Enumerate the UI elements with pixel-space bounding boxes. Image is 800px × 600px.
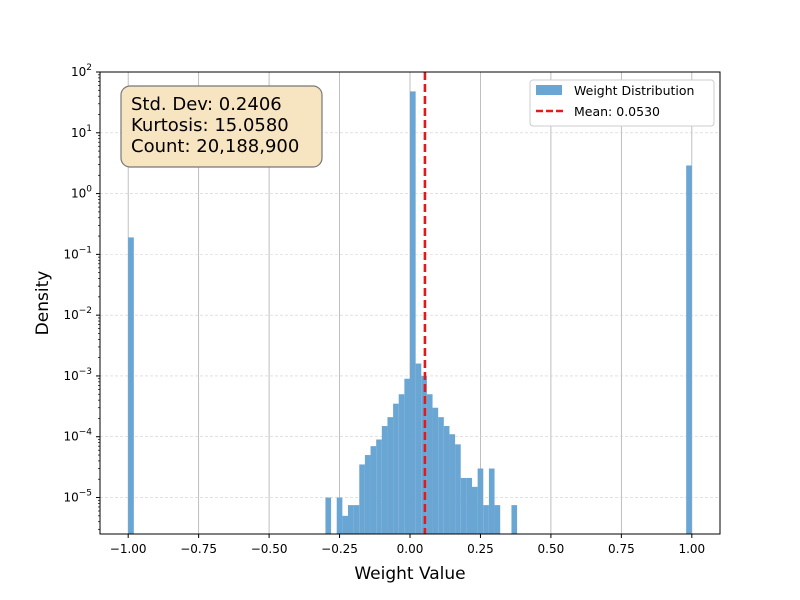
histogram-bar-33 bbox=[494, 505, 501, 534]
histogram-bar-23 bbox=[438, 417, 444, 534]
x-axis-title: Weight Value bbox=[354, 564, 465, 584]
x-axis-ticks: −1.00 −0.75 −0.50 −0.25 0.00 0.25 0.50 0.75 1.00 bbox=[110, 534, 705, 556]
x-tick-label-7: 0.75 bbox=[608, 542, 635, 556]
stats-box: Std. Dev: 0.2406 Kurtosis: 15.0580 Count… bbox=[120, 85, 323, 168]
y-tick-label-1: 101 bbox=[71, 124, 92, 140]
legend: Weight Distribution Mean: 0.0530 bbox=[529, 79, 715, 127]
histogram-bar-5 bbox=[336, 497, 343, 534]
stats-std-dev: Std. Dev: 0.2406 bbox=[131, 94, 282, 115]
histogram-bar-25 bbox=[449, 434, 456, 534]
histogram-bar-6 bbox=[342, 515, 348, 534]
histogram-bar-7 bbox=[348, 505, 354, 534]
y-tick-label-5: 10−3 bbox=[63, 367, 92, 383]
histogram-bar-9 bbox=[359, 464, 365, 534]
histogram-bar-15 bbox=[393, 403, 399, 534]
histogram-bar-32 bbox=[488, 468, 495, 534]
histogram-bar-19 bbox=[415, 363, 422, 534]
histogram-bar-12 bbox=[376, 439, 382, 534]
histogram-bar-34 bbox=[511, 505, 518, 534]
histogram-bar-10 bbox=[364, 455, 371, 534]
histogram-bar-18 bbox=[410, 91, 416, 535]
stats-count: Count: 20,188,900 bbox=[131, 136, 299, 157]
histogram-bar-29 bbox=[472, 486, 478, 534]
y-tick-label-6: 10−4 bbox=[63, 428, 92, 444]
legend-label-weight-distribution: Weight Distribution bbox=[574, 83, 694, 98]
x-tick-label-3: −0.25 bbox=[321, 542, 358, 556]
histogram-bar-28 bbox=[466, 477, 472, 534]
y-tick-label-3: 10−1 bbox=[63, 245, 92, 261]
histogram-bar-8 bbox=[353, 505, 360, 534]
histogram-bar-14 bbox=[387, 417, 394, 534]
histogram-bar-0 bbox=[128, 237, 134, 534]
legend-box bbox=[529, 79, 715, 127]
histogram-bar-30 bbox=[477, 468, 484, 534]
y-tick-label-4: 10−2 bbox=[63, 306, 92, 322]
y-tick-label-7: 10−5 bbox=[63, 489, 92, 505]
histogram-bar-35 bbox=[686, 165, 692, 534]
histogram-bar-24 bbox=[443, 426, 450, 534]
x-tick-label-2: −0.50 bbox=[251, 542, 288, 556]
x-tick-label-4: 0.00 bbox=[397, 542, 424, 556]
y-tick-label-0: 102 bbox=[71, 63, 92, 79]
histogram-bar-16 bbox=[398, 394, 405, 534]
y-tick-label-2: 100 bbox=[71, 185, 92, 201]
histogram-bar-3 bbox=[325, 497, 332, 534]
legend-swatch-bars bbox=[536, 85, 562, 95]
histogram-bar-27 bbox=[460, 477, 467, 534]
histogram-bar-20 bbox=[421, 375, 427, 534]
histogram-bar-22 bbox=[432, 407, 439, 534]
histogram-bar-26 bbox=[455, 444, 461, 534]
x-tick-label-8: 1.00 bbox=[678, 542, 705, 556]
x-tick-label-5: 0.25 bbox=[467, 542, 494, 556]
stats-box-background bbox=[120, 85, 323, 168]
y-axis-title: Density bbox=[33, 271, 53, 336]
x-tick-label-6: 0.50 bbox=[538, 542, 565, 556]
x-tick-label-0: −1.00 bbox=[110, 542, 147, 556]
stats-kurtosis: Kurtosis: 15.0580 bbox=[131, 115, 289, 136]
x-tick-label-1: −0.75 bbox=[180, 542, 217, 556]
y-axis-ticks: 102 101 100 10−1 10−2 10−3 10−4 10−5 bbox=[63, 63, 100, 530]
histogram-bar-17 bbox=[404, 378, 410, 534]
legend-label-mean: Mean: 0.0530 bbox=[574, 104, 660, 119]
histogram-bar-21 bbox=[426, 394, 433, 534]
histogram-bar-31 bbox=[483, 505, 489, 534]
histogram-bars bbox=[128, 91, 692, 535]
histogram-bar-11 bbox=[370, 446, 377, 534]
histogram-bar-13 bbox=[381, 426, 388, 534]
